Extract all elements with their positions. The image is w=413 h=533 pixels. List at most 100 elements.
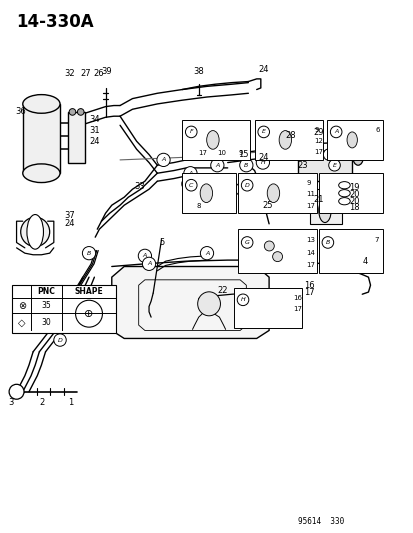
Circle shape <box>241 237 252 248</box>
Text: 27: 27 <box>81 69 91 78</box>
Text: 21: 21 <box>312 196 323 204</box>
Text: 17: 17 <box>293 306 301 312</box>
Text: F: F <box>189 130 192 134</box>
Text: 35: 35 <box>42 301 51 310</box>
Circle shape <box>339 199 347 206</box>
Circle shape <box>235 183 248 196</box>
Ellipse shape <box>199 184 212 203</box>
Ellipse shape <box>352 149 363 165</box>
Text: PNC: PNC <box>38 287 55 296</box>
Text: G: G <box>239 187 244 192</box>
Text: 1: 1 <box>68 398 74 407</box>
Text: 10: 10 <box>217 150 226 156</box>
Text: 17: 17 <box>306 262 315 268</box>
Text: 14-330A: 14-330A <box>17 13 94 31</box>
Text: ◇: ◇ <box>18 317 26 327</box>
Text: A: A <box>147 261 151 266</box>
Ellipse shape <box>278 131 291 149</box>
Bar <box>326 120 382 160</box>
Text: 24: 24 <box>258 153 268 161</box>
Text: 36: 36 <box>16 108 26 116</box>
Ellipse shape <box>23 164 60 182</box>
Circle shape <box>263 241 273 251</box>
Text: E: E <box>261 130 265 134</box>
Text: C: C <box>62 311 66 316</box>
Text: 15: 15 <box>237 150 248 159</box>
Circle shape <box>142 257 155 270</box>
Text: 9: 9 <box>306 180 310 186</box>
Text: G: G <box>244 240 249 245</box>
Circle shape <box>241 180 252 191</box>
Circle shape <box>58 307 70 320</box>
Text: 17: 17 <box>313 149 322 155</box>
Text: 9: 9 <box>238 150 242 156</box>
Text: A: A <box>215 163 219 168</box>
Text: 17: 17 <box>198 150 206 156</box>
Circle shape <box>77 109 84 115</box>
Circle shape <box>239 159 252 172</box>
Text: 24: 24 <box>258 65 268 74</box>
Text: 31: 31 <box>89 126 100 135</box>
Text: 33: 33 <box>134 182 145 191</box>
Text: 9: 9 <box>313 127 318 133</box>
Text: B: B <box>325 240 329 245</box>
Circle shape <box>321 237 333 248</box>
Circle shape <box>185 126 197 138</box>
Circle shape <box>82 247 95 260</box>
Circle shape <box>328 159 339 171</box>
Text: 39: 39 <box>101 68 112 76</box>
Circle shape <box>272 252 282 262</box>
Text: H: H <box>260 160 265 165</box>
Text: 18: 18 <box>348 204 359 212</box>
Text: ⊗: ⊗ <box>18 301 26 311</box>
Circle shape <box>181 177 195 190</box>
Text: 19: 19 <box>348 183 358 192</box>
Text: A: A <box>333 130 337 134</box>
Circle shape <box>210 159 223 172</box>
Text: B: B <box>87 251 91 256</box>
Text: 13: 13 <box>306 237 315 243</box>
Text: B: B <box>244 163 248 168</box>
Bar <box>318 173 382 213</box>
Bar <box>237 229 316 273</box>
Text: A: A <box>142 253 147 259</box>
Text: 6: 6 <box>375 127 379 133</box>
Circle shape <box>339 185 347 193</box>
Text: 22: 22 <box>217 286 227 295</box>
Ellipse shape <box>318 199 330 223</box>
Text: 8: 8 <box>196 203 200 209</box>
Text: A: A <box>188 171 192 176</box>
Text: C: C <box>189 183 193 188</box>
Ellipse shape <box>206 131 218 149</box>
Text: F: F <box>186 181 190 187</box>
Text: 12: 12 <box>313 138 322 144</box>
Text: 95614  330: 95614 330 <box>297 517 344 526</box>
Text: 24: 24 <box>89 137 99 146</box>
Bar <box>182 173 235 213</box>
Bar <box>12 285 116 333</box>
Bar <box>233 288 301 328</box>
Ellipse shape <box>21 217 50 246</box>
Ellipse shape <box>267 184 279 203</box>
Text: A: A <box>161 157 165 163</box>
Text: 30: 30 <box>42 318 51 327</box>
Circle shape <box>257 126 269 138</box>
Polygon shape <box>112 266 268 338</box>
Bar <box>182 120 250 160</box>
Text: 2: 2 <box>39 398 45 407</box>
Bar <box>318 229 382 273</box>
Text: ⊕: ⊕ <box>84 309 93 319</box>
Bar <box>297 152 351 181</box>
Text: 28: 28 <box>285 132 296 140</box>
Ellipse shape <box>23 95 60 114</box>
Circle shape <box>330 126 341 138</box>
Text: 26: 26 <box>93 69 104 78</box>
Circle shape <box>157 154 170 166</box>
Text: SHAPE: SHAPE <box>74 287 103 296</box>
Text: 14: 14 <box>306 249 315 256</box>
Text: 25: 25 <box>262 201 273 209</box>
Bar <box>237 173 316 213</box>
Text: D: D <box>57 337 62 343</box>
Text: 16: 16 <box>304 281 314 289</box>
Text: 37: 37 <box>64 212 75 220</box>
